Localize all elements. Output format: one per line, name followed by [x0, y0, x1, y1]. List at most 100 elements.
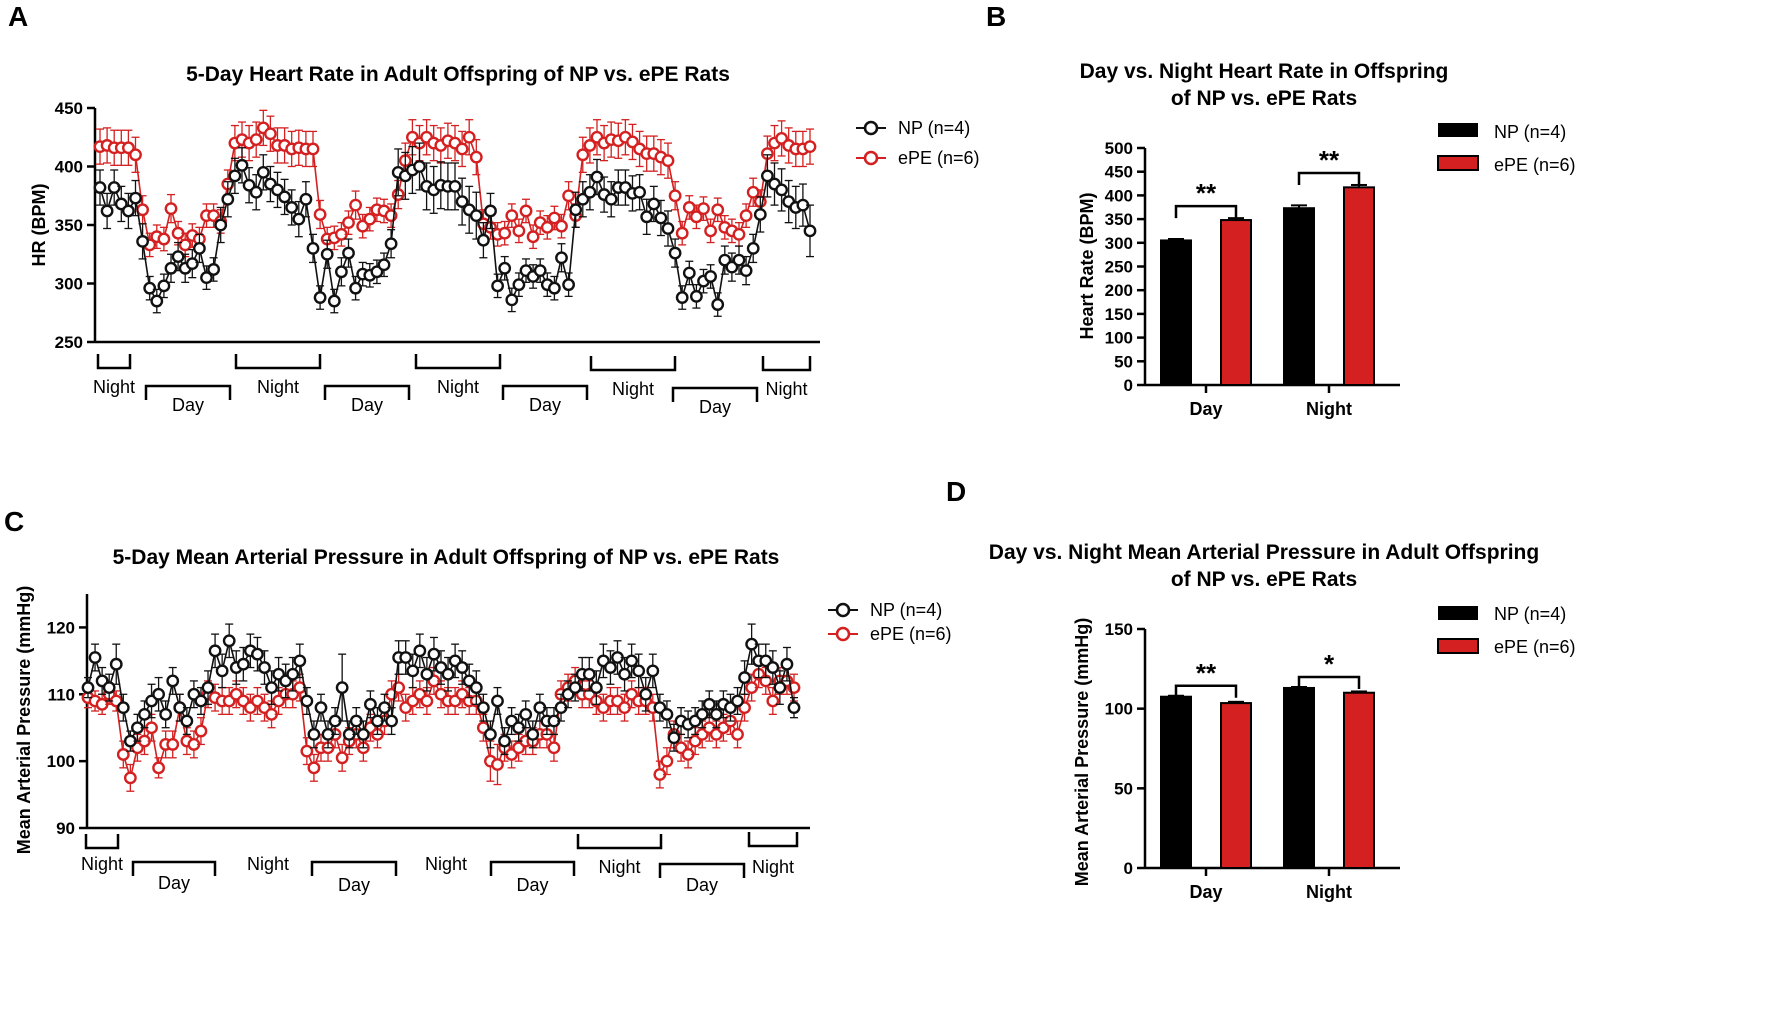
chart-c-legend: NP (n=4) ePE (n=6) — [828, 600, 952, 644]
data-point — [766, 661, 780, 674]
data-point — [249, 185, 263, 199]
data-point — [455, 142, 469, 156]
data-point — [491, 279, 504, 293]
bracket-line — [414, 354, 502, 370]
data-point — [235, 158, 249, 172]
data-point — [583, 185, 597, 199]
data-point — [704, 224, 717, 238]
chart-b-title-line1: Day vs. Night Heart Rate in Offspring — [1080, 60, 1449, 83]
data-point — [406, 664, 420, 678]
data-point — [491, 694, 504, 708]
x-tick-label: Night — [1306, 882, 1352, 902]
data-point — [157, 232, 171, 246]
data-point — [766, 694, 780, 708]
chart-a-ylabel: HR (BPM) — [29, 184, 49, 267]
data-point — [152, 687, 166, 701]
x-tick-label: Day — [1189, 399, 1222, 419]
y-tick-label: 250 — [55, 333, 83, 352]
data-point — [654, 211, 668, 225]
data-point — [682, 201, 696, 214]
data-point — [263, 127, 277, 141]
data-point — [711, 203, 725, 217]
period-label: Night — [81, 854, 123, 874]
chart-c-axes: 90 100 110 120 — [47, 594, 810, 838]
data-point — [731, 694, 744, 708]
data-point — [307, 728, 321, 741]
period-label: Night — [752, 857, 794, 877]
chart-d-bars: ** * — [1160, 649, 1375, 870]
data-point — [491, 758, 504, 771]
data-point — [413, 644, 427, 658]
chart-d-title-line2: of NP vs. ePE Rats — [1171, 568, 1357, 591]
bracket-line — [323, 384, 411, 400]
data-point — [109, 657, 123, 671]
period-bracket: Day — [658, 862, 746, 895]
data-point — [200, 271, 213, 285]
bar-np — [1283, 207, 1315, 386]
data-point — [221, 192, 235, 206]
data-point — [604, 192, 618, 206]
legend-c-np: NP (n=4) — [828, 600, 942, 620]
y-tick-label: 120 — [47, 618, 75, 637]
data-point — [661, 222, 675, 235]
data-point — [208, 644, 222, 658]
y-tick-label: 0 — [1124, 859, 1133, 878]
y-tick-label: 100 — [1105, 329, 1133, 348]
x-tick-label: Day — [1189, 882, 1222, 902]
bracket-line — [489, 860, 576, 876]
bar-np — [1160, 239, 1192, 386]
data-point — [660, 754, 674, 768]
data-point — [286, 667, 300, 681]
data-point — [313, 208, 327, 221]
panel-a-heart-rate-timecourse: A 5-Day Heart Rate in Adult Offspring of… — [8, 1, 980, 417]
data-point — [476, 701, 490, 715]
data-point — [159, 707, 173, 721]
data-point — [420, 667, 434, 681]
data-point — [702, 697, 716, 711]
data-point — [180, 714, 194, 728]
data-point — [222, 634, 236, 648]
data-point — [399, 651, 413, 664]
data-point — [214, 218, 228, 232]
legend-a-np-marker — [863, 120, 879, 136]
legend-c-epe-marker — [835, 626, 851, 642]
y-tick-label: 150 — [1105, 620, 1133, 639]
data-point — [682, 266, 696, 280]
panel-b-heart-rate-day-night: B Day vs. Night Heart Rate in Offspring … — [986, 1, 1576, 419]
chart-c-ylabel: Mean Arterial Pressure (mmHg) — [14, 586, 34, 854]
data-point — [236, 657, 250, 671]
bracket-line — [310, 860, 398, 876]
bracket-line — [501, 384, 589, 400]
y-tick-label: 100 — [1105, 700, 1133, 719]
data-point — [178, 238, 192, 252]
bar-epe — [1343, 186, 1375, 386]
data-point — [192, 241, 206, 255]
legend-d-np-swatch — [1438, 606, 1478, 620]
y-tick-label: 350 — [55, 216, 83, 235]
panel-label-c: C — [4, 506, 24, 537]
y-tick-label: 400 — [1105, 186, 1133, 205]
x-tick-label: Night — [1306, 399, 1352, 419]
period-label: Day — [351, 395, 383, 415]
data-point — [498, 734, 511, 748]
chart-d-legend: NP (n=4) ePE (n=6) — [1437, 604, 1576, 657]
y-tick-label: 50 — [1114, 779, 1133, 798]
data-point — [300, 744, 314, 758]
y-tick-label: 250 — [1105, 258, 1133, 277]
period-label: Night — [425, 854, 467, 874]
period-bracket: Day — [671, 386, 759, 417]
period-label: Day — [158, 873, 190, 893]
data-point — [519, 707, 533, 721]
data-point — [618, 667, 631, 681]
y-tick-label: 500 — [1105, 139, 1133, 158]
period-bracket: Night — [761, 356, 812, 399]
chart-b-bars: ** ** — [1160, 145, 1375, 386]
data-point — [166, 738, 180, 751]
data-point — [667, 731, 681, 745]
data-point — [548, 281, 561, 295]
chart-d-title-line1: Day vs. Night Mean Arterial Pressure in … — [989, 541, 1539, 564]
period-label: Day — [699, 397, 731, 417]
legend-b-epe-label: ePE (n=6) — [1494, 155, 1576, 175]
data-point — [732, 227, 746, 241]
data-point — [455, 661, 469, 674]
